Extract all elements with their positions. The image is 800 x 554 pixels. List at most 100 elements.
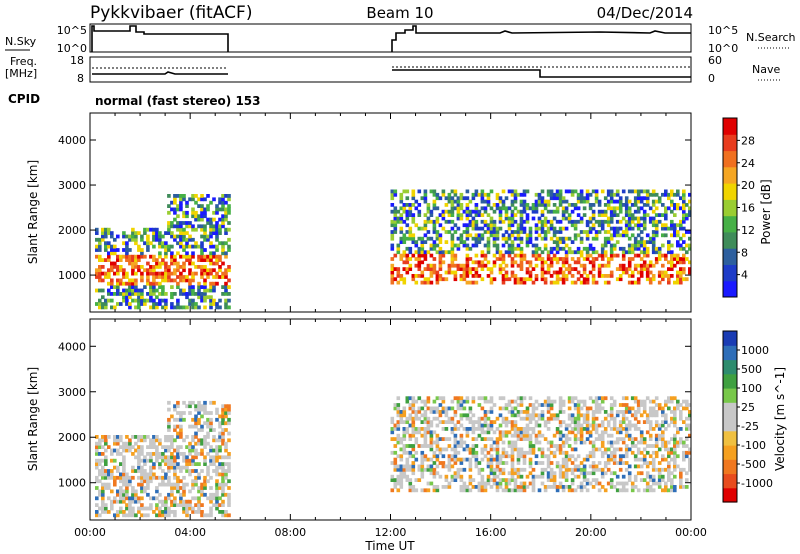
heatmap-cell xyxy=(143,285,147,289)
heatmap-cell xyxy=(534,461,539,465)
heatmap-cell xyxy=(218,510,222,514)
heatmap-cell xyxy=(128,496,132,501)
heatmap-cell xyxy=(107,227,111,232)
heatmap-cell xyxy=(576,277,581,282)
heatmap-cell xyxy=(546,209,551,214)
heatmap-cell xyxy=(227,503,231,507)
heatmap-cell xyxy=(164,275,168,279)
heatmap-cell xyxy=(140,452,144,456)
heatmap-cell xyxy=(399,478,404,482)
heatmap-cell xyxy=(215,448,219,453)
heatmap-cell xyxy=(432,199,437,204)
heatmap-cell xyxy=(161,510,165,514)
heatmap-cell xyxy=(137,292,141,296)
heatmap-cell xyxy=(657,246,662,251)
heatmap-cell xyxy=(567,416,572,421)
heatmap-cell xyxy=(450,399,455,404)
heatmap-cell xyxy=(179,194,183,198)
heatmap-cell xyxy=(420,461,425,465)
heatmap-cell xyxy=(182,254,186,259)
heatmap-cell xyxy=(534,413,539,418)
heatmap-cell xyxy=(576,454,581,459)
heatmap-cell xyxy=(185,210,189,215)
heatmap-cell xyxy=(441,260,446,265)
heatmap-cell xyxy=(642,246,647,251)
heatmap-cell xyxy=(200,489,204,494)
heatmap-cell xyxy=(215,261,219,266)
heatmap-cell xyxy=(552,233,557,238)
heatmap-cell xyxy=(188,302,192,306)
heatmap-cell xyxy=(645,461,650,465)
heatmap-cell xyxy=(549,478,554,482)
heatmap-cell xyxy=(221,465,225,470)
heatmap-cell xyxy=(465,209,470,214)
heatmap-cell xyxy=(676,203,680,207)
heatmap-cell xyxy=(188,404,192,409)
heatmap-cell xyxy=(561,277,566,282)
heatmap-cell xyxy=(645,413,650,418)
heatmap-cell xyxy=(414,413,419,418)
heatmap-cell xyxy=(200,251,204,256)
heatmap-cell xyxy=(206,217,210,222)
heatmap-cell xyxy=(131,496,135,501)
heatmap-cell xyxy=(450,189,455,194)
heatmap-cell xyxy=(480,423,485,428)
heatmap-cell xyxy=(528,450,533,455)
heatmap-cell xyxy=(582,478,587,482)
heatmap-cell xyxy=(654,403,659,407)
heatmap-cell xyxy=(465,236,470,241)
heatmap-cell xyxy=(390,189,395,194)
heatmap-cell xyxy=(450,250,455,255)
heatmap-cell xyxy=(579,488,584,493)
heatmap-cell xyxy=(567,270,572,275)
heatmap-cell xyxy=(618,219,623,224)
heatmap-cell xyxy=(651,444,656,448)
heatmap-cell xyxy=(456,467,461,472)
heatmap-cell xyxy=(179,305,183,310)
heatmap-cell xyxy=(642,209,647,214)
heatmap-cell xyxy=(209,428,213,432)
heatmap-cell xyxy=(480,427,485,431)
heatmap-cell xyxy=(456,206,461,211)
heatmap-cell xyxy=(149,472,153,477)
heatmap-cell xyxy=(155,458,159,463)
heatmap-cell xyxy=(167,244,171,249)
heatmap-cell xyxy=(498,457,503,462)
heatmap-cell xyxy=(513,420,518,424)
heatmap-cell xyxy=(648,270,653,275)
heatmap-cell xyxy=(218,197,222,202)
heatmap-cell xyxy=(176,431,180,436)
heatmap-cell xyxy=(519,219,524,224)
heatmap-cell xyxy=(191,510,195,514)
heatmap-cell xyxy=(528,277,533,282)
heatmap-cell xyxy=(125,482,129,487)
heatmap-cell xyxy=(642,399,647,404)
heatmap-cell xyxy=(673,230,677,234)
heatmap-cell xyxy=(420,444,425,448)
heatmap-cell xyxy=(197,421,201,426)
heatmap-cell xyxy=(603,427,608,431)
heatmap-cell xyxy=(642,226,647,231)
heatmap-cell xyxy=(516,485,521,489)
heatmap-cell xyxy=(642,260,647,265)
heatmap-cell xyxy=(618,447,623,452)
heatmap-cell xyxy=(501,219,506,224)
heatmap-cell xyxy=(221,431,225,436)
heatmap-cell xyxy=(456,450,461,455)
heatmap-cell xyxy=(688,206,691,211)
heatmap-cell xyxy=(101,438,105,443)
heatmap-cell xyxy=(110,506,114,511)
heatmap-cell xyxy=(429,440,434,445)
heatmap-cell xyxy=(576,233,581,238)
heatmap-cell xyxy=(396,250,401,255)
heatmap-cell xyxy=(200,486,204,490)
heatmap-cell xyxy=(612,243,617,248)
heatmap-cell xyxy=(688,243,691,248)
heatmap-cell xyxy=(651,481,656,486)
heatmap-cell xyxy=(552,230,557,234)
heatmap-cell xyxy=(441,399,446,404)
heatmap-cell xyxy=(585,410,590,414)
heatmap-cell xyxy=(510,410,515,414)
heatmap-cell xyxy=(423,280,428,285)
heatmap-cell xyxy=(552,253,557,258)
